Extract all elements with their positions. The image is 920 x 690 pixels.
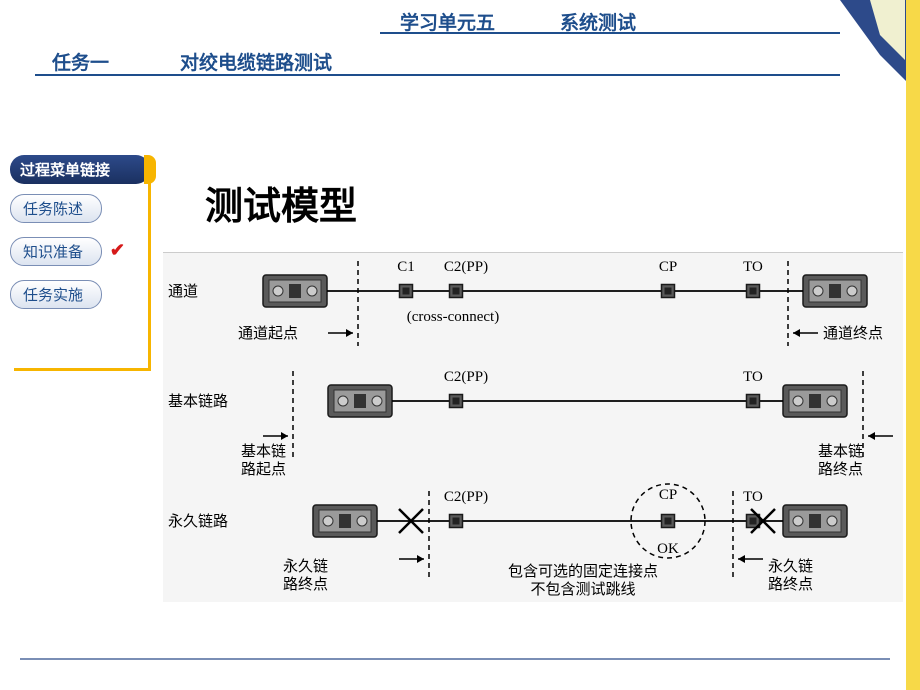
svg-text:包含可选的固定连接点: 包含可选的固定连接点: [508, 563, 658, 580]
task-title: 对绞电缆链路测试: [180, 48, 332, 75]
svg-text:基本链路: 基本链路: [168, 393, 228, 410]
svg-text:通道起点: 通道起点: [238, 325, 298, 342]
white-patch: [0, 445, 35, 510]
footer-line: [20, 658, 890, 660]
sidebar-item-knowledge[interactable]: 知识准备: [10, 237, 102, 266]
svg-text:路终点: 路终点: [818, 461, 863, 478]
diagram: 通道 C1 C2(PP) CP TO (cross-connect) 通道起点 通道终点基本链…: [163, 252, 903, 602]
slide: 学习单元五 系统测试 任务一 对绞电缆链路测试 过程菜单链接 任务陈述 知识准备…: [0, 0, 920, 690]
task-label: 任务一: [52, 48, 109, 75]
svg-text:TO: TO: [743, 259, 763, 275]
header: 学习单元五 系统测试 任务一 对绞电缆链路测试: [0, 0, 920, 80]
svg-text:路终点: 路终点: [768, 576, 813, 593]
sidebar-item-task-desc[interactable]: 任务陈述: [10, 194, 102, 223]
svg-text:永久链路: 永久链路: [168, 513, 228, 530]
sidebar-divider-v: [148, 180, 151, 370]
svg-text:不包含测试跳线: 不包含测试跳线: [530, 581, 635, 598]
svg-text:C2(PP): C2(PP): [444, 489, 488, 505]
svg-text:通道终点: 通道终点: [823, 325, 883, 342]
svg-text:TO: TO: [743, 369, 763, 385]
unit-subtitle: 系统测试: [560, 8, 636, 35]
sidebar-header: 过程菜单链接: [10, 155, 150, 184]
svg-text:OK: OK: [657, 541, 679, 557]
svg-text:路起点: 路起点: [241, 461, 286, 478]
sidebar-divider-h: [14, 368, 151, 371]
svg-text:C1: C1: [397, 259, 415, 275]
unit-title: 学习单元五: [400, 8, 495, 35]
svg-text:CP: CP: [659, 487, 677, 503]
main-title: 测试模型: [205, 175, 357, 230]
underline-bottom: [35, 74, 840, 76]
svg-text:CP: CP: [659, 259, 677, 275]
svg-text:C2(PP): C2(PP): [444, 369, 488, 385]
svg-text:C2(PP): C2(PP): [444, 259, 488, 275]
svg-text:通道: 通道: [168, 283, 198, 300]
svg-text:基本链: 基本链: [241, 443, 286, 460]
sidebar-item-implement[interactable]: 任务实施: [10, 280, 102, 309]
svg-text:(cross-connect): (cross-connect): [407, 309, 499, 325]
sidebar: 过程菜单链接 任务陈述 知识准备 任务实施: [10, 155, 150, 323]
underline-top: [380, 32, 840, 34]
svg-text:TO: TO: [743, 489, 763, 505]
svg-text:永久链: 永久链: [283, 558, 328, 575]
corner-decoration: [835, 0, 920, 92]
svg-text:永久链: 永久链: [768, 558, 813, 575]
svg-text:路终点: 路终点: [283, 576, 328, 593]
svg-text:基本链: 基本链: [818, 443, 863, 460]
